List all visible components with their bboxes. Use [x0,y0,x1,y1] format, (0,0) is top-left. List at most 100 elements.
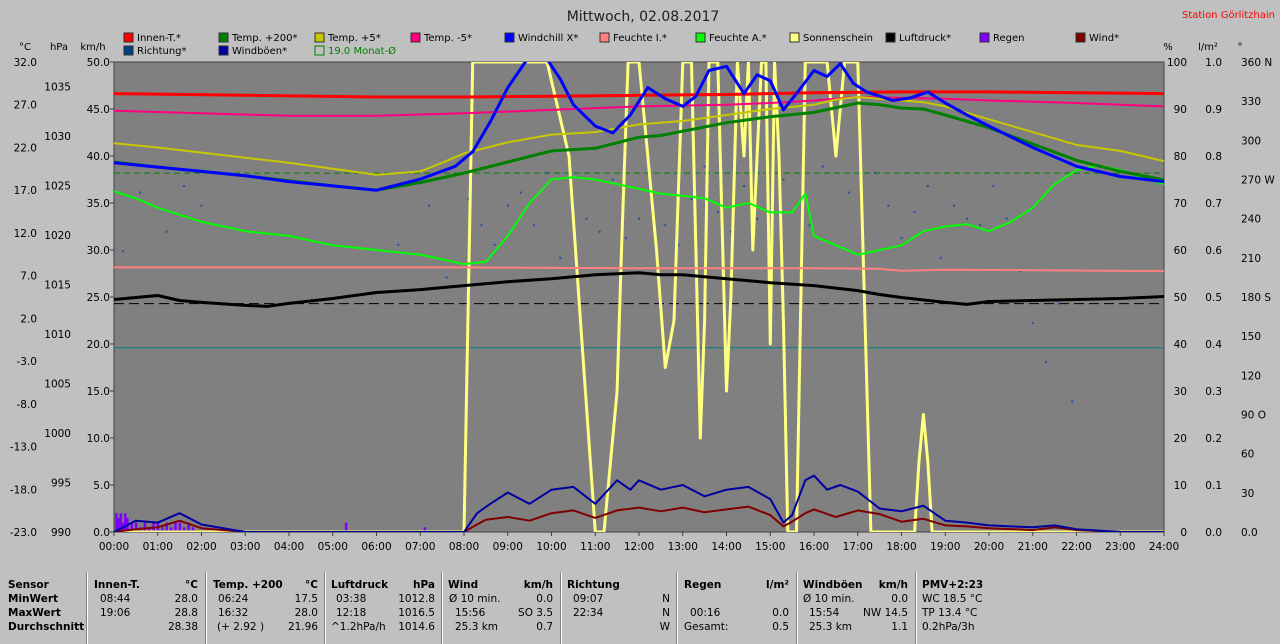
legend-swatch [123,32,134,43]
series-sonnenschein [114,62,1164,532]
richtung-point [397,243,400,246]
luftdruck-max-val: 1016.5 [398,607,435,619]
legend: Innen-T.* Temp. +200* Temp. +5* Temp. -5* Wi… [123,32,1119,57]
x-tick-label: 08:00 [449,541,479,553]
legend-swatch [314,45,325,56]
windboeen-header: Windböen [803,579,863,591]
richtung-point [183,185,185,188]
regen-bar [148,527,151,532]
richtung-point [533,224,535,227]
rain-axis-label: l/m² [1198,42,1218,53]
richtung-max-time: 22:34 [573,607,604,619]
direction-tick-label: 210 [1241,253,1261,265]
hpa-tick-label: 1010 [44,329,71,341]
legend-label: Wind* [1089,33,1119,44]
celsius-tick-label: 12.0 [14,228,37,240]
regen-unit: l/m² [766,579,789,591]
richtung-point [821,165,824,168]
x-tick-label: 00:00 [99,541,129,553]
windboeen-max-time: 15:54 [809,607,840,619]
richtung-point [519,191,522,194]
luftdruck-max-time: 12:18 [336,607,367,619]
innen-max-val: 28.8 [174,607,198,619]
celsius-tick-label: 7.0 [20,271,37,283]
x-tick-label: 16:00 [799,541,829,553]
legend-label: Windböen* [232,46,287,57]
temp200-avg-note: (+ 2.92 ) [217,621,265,633]
plot-series [114,62,1164,532]
series-temp-5 [114,96,1164,117]
x-tick-label: 11:00 [580,541,610,553]
hpa-tick-label: 1025 [44,181,71,193]
wind-header: Wind [448,579,479,591]
innen-unit: °C [185,579,198,591]
regen-bar [183,527,186,532]
windboeen-max-val: NW 14.5 [863,607,908,619]
kmh-tick-label: 50.0 [87,57,110,69]
richtung-point [493,243,496,246]
richtung-point [428,204,430,207]
legend-swatch [789,32,800,43]
celsius-tick-label: -18.0 [10,484,37,496]
celsius-tick-label: 17.0 [14,185,37,197]
richtung-point [445,276,448,279]
kmh-axis-label: km/h [80,42,105,53]
richtung-point [480,224,483,227]
celsius-tick-label: 2.0 [20,313,37,325]
temp200-header: Temp. +200 [213,579,283,591]
richtung-point [743,185,745,188]
legend-label: Sonnenschein [803,33,873,44]
legend-swatch [123,45,134,56]
richtung-point [808,224,811,227]
temp200-min-time: 06:24 [218,593,249,605]
richtung-point [979,224,982,227]
hpa-axis-label: hPa [50,42,68,53]
legend-label: Luftdruck* [899,33,951,44]
series-windb-en [114,474,1164,532]
series-feuchte-a [114,164,1164,266]
direction-tick-label: 240 [1241,214,1261,226]
richtung-point [1058,302,1060,305]
percent-tick-label: 50 [1174,292,1187,304]
regen-bar [187,522,190,532]
windboeen-unit: km/h [878,579,908,591]
richtung-point [467,198,470,201]
richtung-point [926,185,929,188]
x-tick-label: 02:00 [186,541,216,553]
percent-tick-label: 20 [1174,433,1187,445]
richtung-point [559,256,562,259]
series-feuchte-i [114,266,1164,273]
regen-bar [178,522,182,532]
richtung-point [546,171,549,174]
x-tick-label: 22:00 [1061,541,1091,553]
x-tick-label: 23:00 [1105,541,1135,553]
legend-swatch [979,32,990,43]
luftdruck-min-time: 03:38 [336,593,367,605]
legend-swatch [504,32,515,43]
wind-max-time: 15:56 [455,607,486,619]
innen-avg: 28.38 [167,621,198,633]
richtung-point [953,204,955,207]
hpa-tick-label: 995 [51,478,71,490]
rain-tick-label: 0.8 [1205,151,1222,163]
richtung-point [1044,361,1047,364]
kmh-tick-label: 15.0 [87,386,110,398]
celsius-tick-label: 27.0 [14,100,37,112]
x-tick-label: 01:00 [143,541,173,553]
richtung-point [1031,322,1034,325]
richtung-point [992,185,995,188]
richtung-point [716,211,719,214]
hpa-tick-label: 1000 [44,428,71,440]
hpa-tick-label: 1035 [44,82,71,94]
x-tick-label: 17:00 [843,541,873,553]
rain-tick-label: 0.4 [1205,339,1222,351]
percent-tick-label: 90 [1174,104,1187,116]
x-tick-label: 19:00 [930,541,960,553]
direction-tick-label: 300 [1241,135,1261,147]
direction-axis-label: ° [1238,42,1243,53]
rain-tick-label: 0.0 [1205,527,1222,539]
regen-bar [130,522,133,532]
rain-tick-label: 0.7 [1205,198,1222,210]
rain-tick-label: 0.9 [1205,104,1222,116]
plot-layer [114,62,1164,532]
